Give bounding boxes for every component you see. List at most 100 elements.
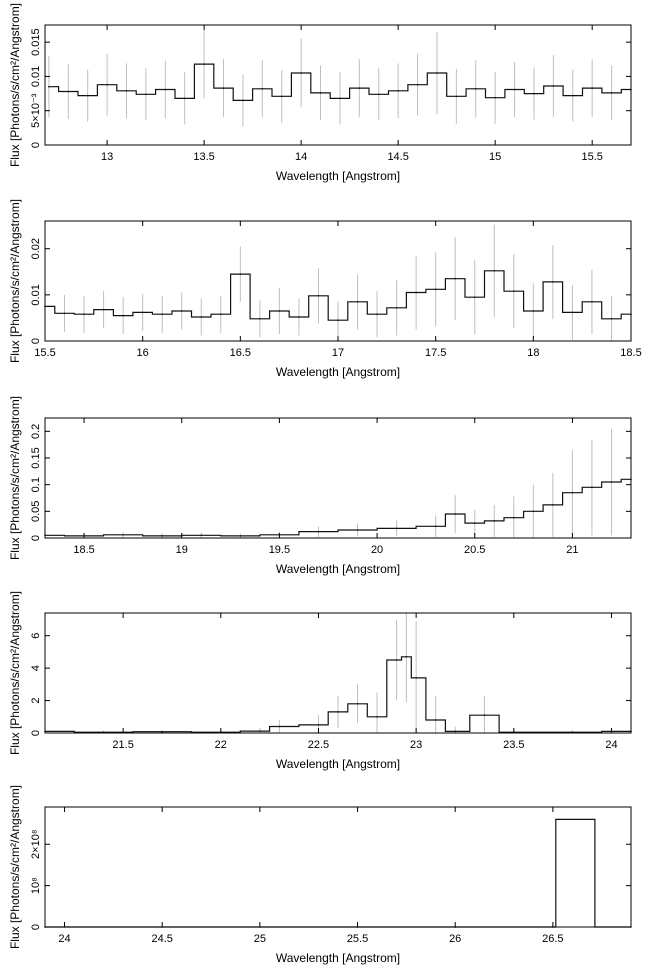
y-tick-label: 0.15	[30, 447, 42, 468]
x-tick-label: 18	[527, 347, 539, 359]
data-point	[483, 714, 486, 716]
data-point	[591, 87, 593, 89]
data-point	[161, 313, 163, 316]
data-point	[571, 311, 574, 314]
data-point	[261, 88, 264, 90]
chart-panel: 24 24.5 25 25.5 26 26.5 0 10⁸ 2×10⁸ Wavelength [A…	[8, 785, 632, 965]
y-tick-label: 2×10⁸	[30, 830, 42, 859]
x-tick-label: 25.5	[347, 933, 368, 945]
data-point	[454, 277, 457, 280]
data-point	[610, 92, 613, 94]
x-tick-label: 14	[295, 151, 307, 163]
data-point	[337, 319, 339, 322]
x-tick-label: 24	[58, 933, 70, 945]
data-point	[532, 310, 535, 312]
data-point	[572, 94, 574, 97]
plot-frame	[44, 806, 632, 928]
data-point	[48, 85, 50, 88]
plot-frame	[44, 24, 632, 146]
data-point	[239, 535, 242, 537]
data-point	[86, 94, 89, 97]
data-point	[434, 525, 437, 528]
data-point	[591, 301, 593, 303]
data-point	[67, 90, 70, 93]
data-point	[358, 87, 361, 89]
data-point	[532, 510, 535, 513]
data-point	[298, 316, 300, 318]
data-point	[278, 725, 281, 728]
data-point	[415, 677, 417, 679]
x-axis-label: Wavelength [Angstrom]	[276, 951, 400, 965]
data-series	[44, 613, 632, 733]
y-tick-label: 4	[30, 665, 42, 671]
data-point	[395, 307, 398, 309]
data-series	[44, 426, 632, 538]
data-point	[454, 513, 457, 515]
x-tick-label: 26.5	[542, 933, 563, 945]
data-point	[513, 290, 515, 293]
x-tick-label: 13	[101, 151, 113, 163]
data-point	[436, 72, 438, 74]
data-point	[356, 529, 359, 531]
y-tick-label: 6	[30, 633, 42, 639]
x-axis-label: Wavelength [Angstrom]	[276, 169, 400, 183]
data-point	[552, 504, 554, 506]
data-point	[180, 310, 183, 312]
y-axis-label: Flux [Photons/s/cm²/Angstrom]	[8, 591, 22, 755]
data-point	[83, 313, 85, 316]
data-point	[552, 85, 555, 87]
data-point	[610, 481, 613, 483]
data-point	[493, 520, 496, 522]
data-point	[377, 93, 380, 96]
data-point	[571, 491, 574, 494]
data-point	[416, 83, 419, 86]
plot-frame	[44, 612, 632, 734]
x-tick-label: 21	[566, 544, 578, 556]
data-point	[339, 97, 341, 100]
data-point	[63, 312, 66, 315]
x-tick-label: 15.5	[34, 347, 55, 359]
data-point	[434, 719, 437, 721]
data-point	[161, 730, 163, 733]
data-point	[200, 534, 203, 537]
x-axis-label: Wavelength [Angstrom]	[276, 757, 400, 771]
y-tick-label: 0.05	[30, 501, 42, 522]
histogram-line	[45, 656, 631, 733]
x-tick-label: 24.5	[151, 933, 172, 945]
data-point	[319, 92, 322, 94]
data-point	[164, 88, 167, 91]
x-tick-label: 26	[449, 933, 461, 945]
data-point	[242, 99, 244, 102]
data-point	[125, 90, 128, 92]
data-point	[552, 281, 554, 283]
chart-panel: 15.5 16 16.5 17 17.5 18 18.5 0 0.01 0.02 Wavelengt…	[8, 199, 642, 379]
x-axis-label: Wavelength [Angstrom]	[276, 365, 400, 379]
data-point	[203, 63, 205, 65]
data-point	[102, 308, 105, 311]
histogram-line	[45, 478, 631, 537]
x-tick-label: 15	[489, 151, 501, 163]
data-point	[513, 88, 516, 91]
data-point	[222, 87, 225, 89]
x-tick-label: 16.5	[230, 347, 251, 359]
x-tick-label: 20	[371, 544, 383, 556]
data-point	[220, 313, 222, 316]
y-axis-label: Flux [Photons/s/cm²/Angstrom]	[8, 396, 22, 560]
data-point	[397, 90, 400, 92]
data-point	[280, 95, 283, 98]
data-point	[278, 310, 281, 312]
data-point	[239, 273, 242, 275]
y-tick-label: 2	[30, 698, 42, 704]
data-point	[356, 301, 359, 303]
y-tick-label: 0	[30, 924, 42, 930]
data-point	[183, 97, 186, 100]
x-tick-label: 18.5	[73, 544, 94, 556]
data-point	[337, 711, 339, 713]
data-point	[557, 818, 560, 821]
x-tick-label: 22	[215, 739, 227, 751]
data-point	[493, 270, 496, 272]
data-point	[473, 522, 476, 524]
data-series	[44, 224, 632, 341]
